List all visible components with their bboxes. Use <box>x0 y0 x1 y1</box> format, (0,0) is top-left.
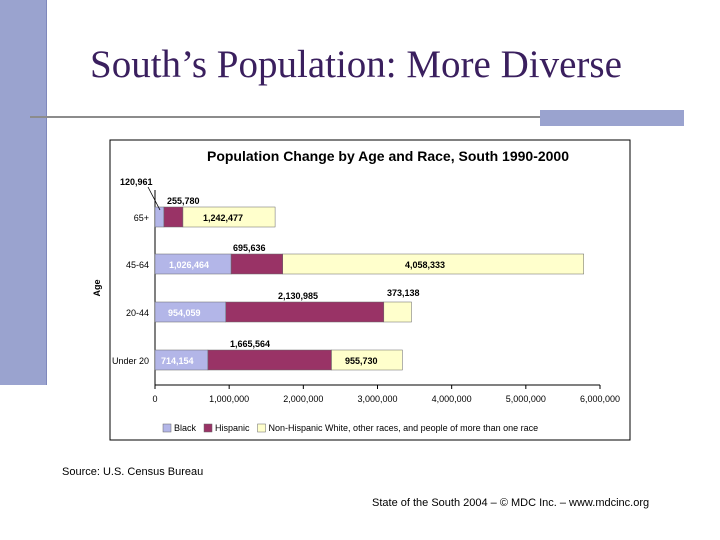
x-tick-label: 1,000,000 <box>209 394 249 404</box>
x-tick-label: 0 <box>152 394 157 404</box>
bar-segment <box>282 253 584 275</box>
legend-label: Hispanic <box>215 423 250 433</box>
data-label: 954,059 <box>168 308 201 318</box>
bar-segment <box>207 349 332 371</box>
source-note: Source: U.S. Census Bureau <box>62 466 204 478</box>
category-label: 65+ <box>134 213 149 223</box>
chart-frame <box>109 139 631 441</box>
x-tick-label: 3,000,000 <box>357 394 397 404</box>
category-label: 45-64 <box>126 260 149 270</box>
legend-label: Black <box>174 423 197 433</box>
bar-segment <box>163 206 184 228</box>
bar-segment <box>383 301 412 323</box>
legend-label: Non-Hispanic White, other races, and peo… <box>269 423 539 433</box>
data-label: 1,242,477 <box>203 213 243 223</box>
data-label: 1,665,564 <box>230 339 270 349</box>
legend-swatch <box>257 423 266 433</box>
x-tick-label: 2,000,000 <box>283 394 323 404</box>
data-label: 120,961 <box>120 177 153 187</box>
title-divider <box>30 116 540 118</box>
data-label: 4,058,333 <box>405 260 445 270</box>
category-label: Under 20 <box>112 356 149 366</box>
footer-credit: State of the South 2004 – © MDC Inc. – w… <box>372 497 650 509</box>
data-label: 1,026,464 <box>169 260 209 270</box>
bar-segment <box>230 253 283 275</box>
bar-segment <box>154 206 165 228</box>
legend-swatch <box>162 423 172 433</box>
x-tick-label: 6,000,000 <box>580 394 620 404</box>
data-label: 714,154 <box>161 356 194 366</box>
legend-swatch <box>203 423 213 433</box>
x-tick-label: 4,000,000 <box>432 394 472 404</box>
title-divider-block <box>540 110 684 126</box>
data-label: 255,780 <box>167 196 200 206</box>
data-label: 2,130,985 <box>278 291 318 301</box>
slide-accent-bar <box>0 0 47 385</box>
leader-line <box>147 186 161 211</box>
data-label: 373,138 <box>387 288 420 298</box>
slide-title: South’s Population: More Diverse <box>90 43 622 86</box>
x-tick-label: 5,000,000 <box>506 394 546 404</box>
bar-segment <box>331 349 403 371</box>
chart-title: Population Change by Age and Race, South… <box>207 148 569 164</box>
plot-area: 0 1,000,000 2,000,000 3,000,000 4,000,000 5,0… <box>112 177 620 433</box>
y-axis-label: Age <box>92 279 102 296</box>
bar-segment <box>225 301 385 323</box>
data-label: 955,730 <box>345 356 378 366</box>
bar-segment <box>182 206 276 228</box>
category-label: 20-44 <box>126 308 149 318</box>
data-label: 695,636 <box>233 243 266 253</box>
